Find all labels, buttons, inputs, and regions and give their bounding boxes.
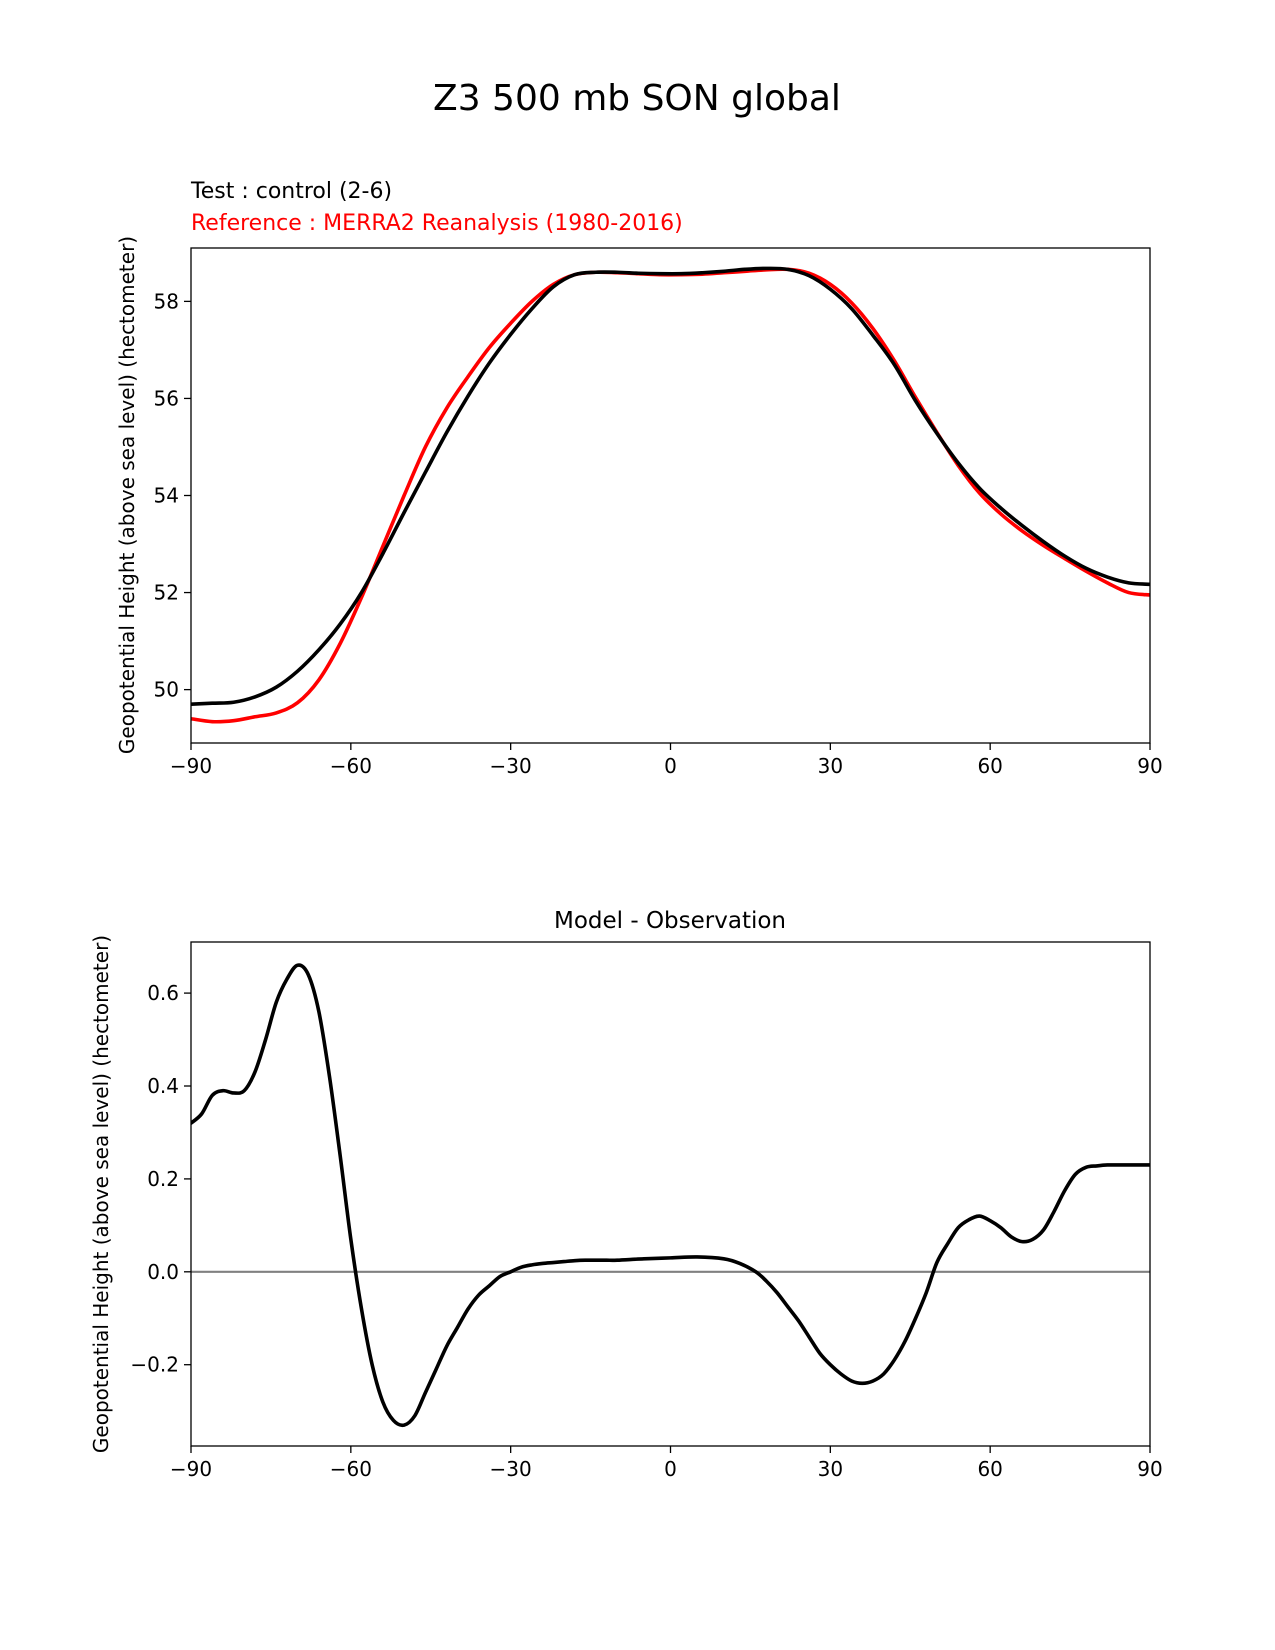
- top-xtick-label: 0: [664, 754, 677, 778]
- bottom-chart: Model - Observation −90 −60 −30 0 30 60 90 −0.2…: [89, 908, 1163, 1481]
- test-series-line: [191, 266, 1150, 706]
- bottom-xtick-label: −90: [170, 1457, 212, 1481]
- top-ytick-label: 50: [154, 678, 179, 702]
- top-ytick-label: 54: [154, 484, 179, 508]
- top-xtick-label: 90: [1137, 754, 1162, 778]
- bottom-ytick-label: −0.2: [130, 1353, 179, 1377]
- figure-title: Z3 500 mb SON global: [433, 78, 841, 119]
- test-label: Test : control (2-6): [190, 179, 392, 204]
- top-ytick-label: 56: [154, 386, 179, 410]
- bottom-ytick-label: 0.6: [147, 981, 179, 1005]
- bottom-ylabel: Geopotential Height (above sea level) (h…: [89, 935, 113, 1453]
- bottom-xtick-label: 90: [1137, 1457, 1162, 1481]
- bottom-axes-frame: [190, 941, 1151, 1447]
- bottom-xtick-label: −30: [490, 1457, 532, 1481]
- reference-label: Reference : MERRA2 Reanalysis (1980-2016…: [191, 211, 683, 236]
- top-xtick-label: −60: [330, 754, 372, 778]
- bottom-ticks: −90 −60 −30 0 30 60 90 −0.2 0.0 0.2 0.4 0.6: [130, 981, 1162, 1481]
- bottom-plot-area: [191, 963, 1150, 1428]
- top-xtick-label: 60: [977, 754, 1002, 778]
- top-ylabel: Geopotential Height (above sea level) (h…: [115, 236, 139, 754]
- bottom-xtick-label: −60: [330, 1457, 372, 1481]
- top-xtick-label: 30: [818, 754, 843, 778]
- bottom-xtick-label: 0: [664, 1457, 677, 1481]
- bottom-xtick-label: 30: [818, 1457, 843, 1481]
- bottom-ytick-label: 0.0: [147, 1260, 179, 1284]
- top-ytick-label: 58: [154, 289, 179, 313]
- top-ytick-label: 52: [154, 581, 179, 605]
- bottom-ytick-label: 0.2: [147, 1167, 179, 1191]
- top-xtick-label: −30: [490, 754, 532, 778]
- difference-series-line: [191, 963, 1150, 1428]
- bottom-title: Model - Observation: [554, 908, 786, 934]
- top-axes-frame: [190, 247, 1151, 744]
- top-ticks: −90 −60 −30 0 30 60 90 50 52 54 56 58: [154, 289, 1163, 778]
- bottom-ytick-label: 0.4: [147, 1074, 179, 1098]
- top-chart: Test : control (2-6) Reference : MERRA2 …: [115, 179, 1163, 778]
- top-plot-area: [191, 266, 1150, 724]
- top-xtick-label: −90: [170, 754, 212, 778]
- bottom-xtick-label: 60: [977, 1457, 1002, 1481]
